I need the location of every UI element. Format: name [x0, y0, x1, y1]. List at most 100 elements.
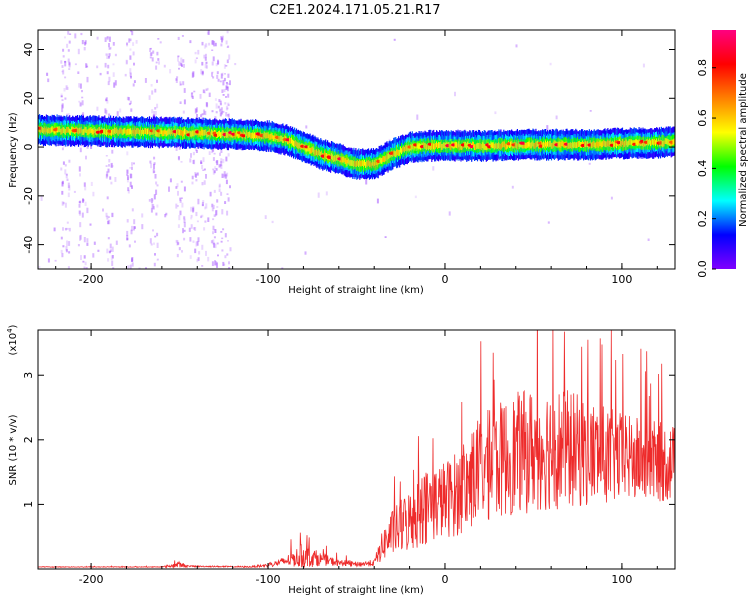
spectrogram-speck — [229, 80, 231, 86]
spectrogram-speck — [80, 143, 83, 147]
spectrogram-ridge-cell — [87, 129, 89, 136]
spectrogram-ridge-cell — [412, 143, 414, 149]
spectrogram-speck — [212, 231, 214, 235]
colorbar-scale — [712, 30, 736, 269]
spectrogram-ridge-cell — [427, 143, 429, 150]
spectrogram-ridge-cell — [598, 141, 600, 148]
spectrogram-speck — [134, 226, 136, 229]
spectrogram-ridge-cell — [181, 129, 183, 136]
spectrogram-speck — [126, 169, 129, 174]
spectrogram-ridge-cell — [505, 143, 507, 150]
spectrogram-speck — [131, 262, 134, 267]
spectrogram-ridge-cell — [360, 160, 362, 167]
spectrogram-speck — [225, 105, 228, 111]
spectrogram-ridge-cell — [342, 157, 344, 163]
spectrogram-speck — [85, 63, 87, 68]
spectrogram-ridge-cell — [341, 156, 343, 163]
spectrogram-ridge-cell — [57, 126, 59, 133]
spectrogram-speck — [61, 201, 64, 206]
spectrogram-ridge-cell — [336, 154, 338, 161]
spectrogram-speck — [218, 188, 221, 192]
spectrogram-ridge-cell — [662, 140, 664, 147]
spectrogram-speck — [112, 63, 115, 66]
spectrogram-speck — [225, 96, 227, 98]
spectrogram-speck — [68, 185, 71, 191]
spectrogram-speck — [128, 244, 131, 248]
spectrogram-ridge-cell — [137, 127, 139, 134]
spectrogram-speck — [219, 103, 222, 106]
spectrogram-ridge-cell — [504, 141, 506, 148]
spectrogram-ridge-cell — [320, 151, 322, 158]
spectrogram-ridge-cell — [538, 142, 540, 149]
spectrogram-speck — [183, 88, 186, 93]
spectrogram-ridge-cell — [335, 154, 337, 161]
spectrogram-speck — [200, 162, 203, 165]
spectrogram-speck — [119, 108, 122, 113]
spectrogram-ridge-cell — [402, 146, 404, 153]
spectrogram-ridge-cell — [628, 139, 630, 145]
spectrogram-speck — [129, 48, 132, 51]
spectrogram-ridge-cell — [383, 156, 385, 162]
spectrogram-speck — [108, 250, 111, 253]
spectrogram-ridge-cell — [482, 142, 484, 149]
spectrogram-ridge-cell — [571, 142, 573, 149]
spectrogram-speck — [112, 267, 115, 269]
spectrogram-ridge-cell — [553, 140, 555, 147]
spectrogram-ridge-cell — [273, 135, 275, 142]
spectrogram-speck — [155, 65, 158, 70]
spectrogram-speck — [108, 36, 111, 42]
spectrogram-ridge-cell — [647, 138, 649, 145]
spectrogram-speck — [130, 229, 133, 235]
spectrogram-speck — [197, 198, 200, 205]
spectrogram-ridge-cell — [579, 140, 581, 147]
spectrogram-ridge-cell — [600, 142, 602, 149]
spectrogram-ridge-cell — [456, 142, 458, 149]
spectrogram-speck — [74, 33, 77, 39]
spectrogram-speck — [114, 80, 117, 86]
spectrogram-ridge-cell — [292, 139, 294, 146]
spectrogram-ridge-cell — [533, 142, 535, 149]
spectrogram-speck — [195, 173, 197, 178]
spectrogram-speck — [179, 146, 182, 150]
spectrogram-speck — [81, 113, 84, 118]
spectrogram-speck — [222, 94, 225, 96]
spectrogram-speck — [175, 78, 178, 83]
spectrogram-ridge-cell — [379, 156, 381, 163]
snr-x-axis-label: Height of straight line (km) — [288, 585, 424, 596]
spectrogram-speck — [211, 61, 214, 66]
spectrogram-ridge-cell — [613, 141, 615, 148]
spectrogram-speck — [220, 158, 223, 163]
spectrogram-ridge-cell — [347, 157, 349, 164]
spectrogram-speck — [148, 199, 151, 202]
spectrogram-y-axis-label: Frequency (Hz) — [8, 112, 19, 188]
spectrogram-ridge-cell — [227, 132, 229, 139]
spectrogram-speck — [129, 100, 132, 105]
spectrogram-ridge-cell — [218, 131, 220, 137]
spectrogram-speck — [66, 227, 69, 230]
spectrogram-speck — [217, 61, 220, 65]
spectrogram-speck — [105, 53, 108, 56]
spectrogram-ridge-cell — [438, 142, 440, 148]
spectrogram-speck — [83, 47, 86, 51]
spectrogram-speck — [66, 221, 69, 224]
spectrogram-ridge-cell — [40, 126, 43, 133]
spectrogram-speck — [219, 109, 222, 113]
spectrogram-ridge-cell — [234, 132, 236, 139]
spectrogram-speck — [107, 258, 110, 262]
spectrogram-ridge-cell — [250, 132, 252, 139]
spectrogram-ridge-cell — [351, 160, 353, 167]
spectrogram-speck — [108, 250, 111, 254]
spectrogram-speck — [203, 44, 206, 49]
colorbar-tick-label: 0.8 — [696, 59, 709, 77]
spectrogram-speck — [68, 159, 71, 163]
spectrogram-ridge-cell — [99, 127, 101, 133]
spectrogram-ridge-cell — [61, 128, 63, 135]
snr-panel: -200 -100 0 100 1 2 3 Height of straight line… — [6, 324, 676, 596]
spectrogram-ridge-cell — [176, 129, 178, 136]
spectrogram-ridge-cell — [278, 135, 280, 142]
spectrogram-speck — [106, 248, 109, 254]
spectrogram-speck — [191, 95, 194, 99]
spectrogram-ridge-cell — [625, 139, 627, 146]
spectrogram-speck — [66, 240, 69, 246]
spectrogram-speck — [196, 172, 199, 176]
